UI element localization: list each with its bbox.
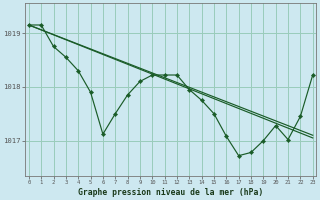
X-axis label: Graphe pression niveau de la mer (hPa): Graphe pression niveau de la mer (hPa) — [78, 188, 263, 197]
